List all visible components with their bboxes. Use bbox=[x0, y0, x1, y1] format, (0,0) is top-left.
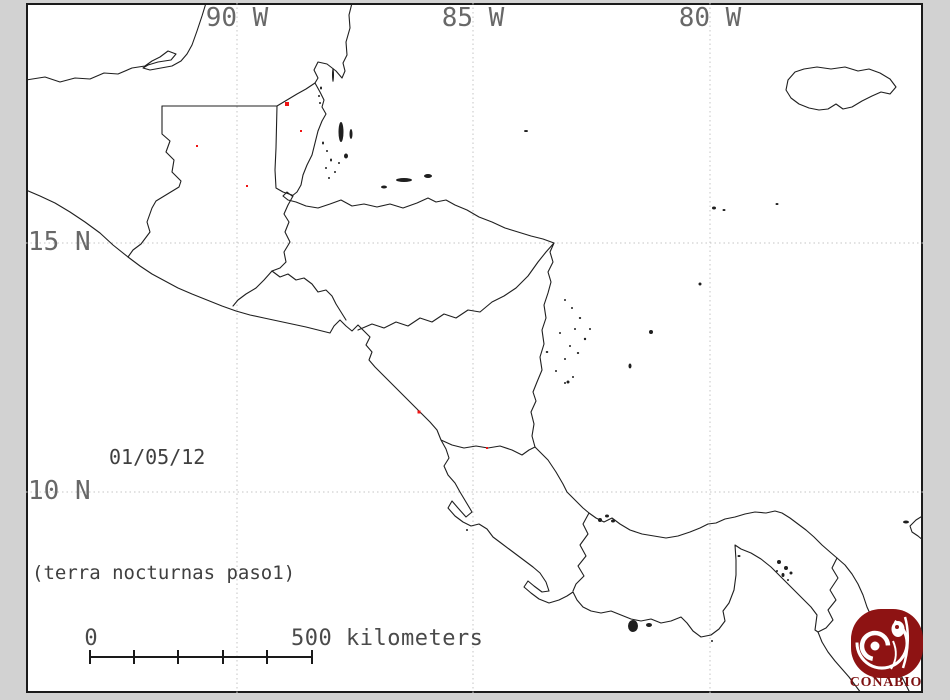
map-area bbox=[26, 3, 923, 693]
conabio-logo-icon bbox=[851, 609, 923, 678]
map-svg bbox=[26, 3, 923, 693]
